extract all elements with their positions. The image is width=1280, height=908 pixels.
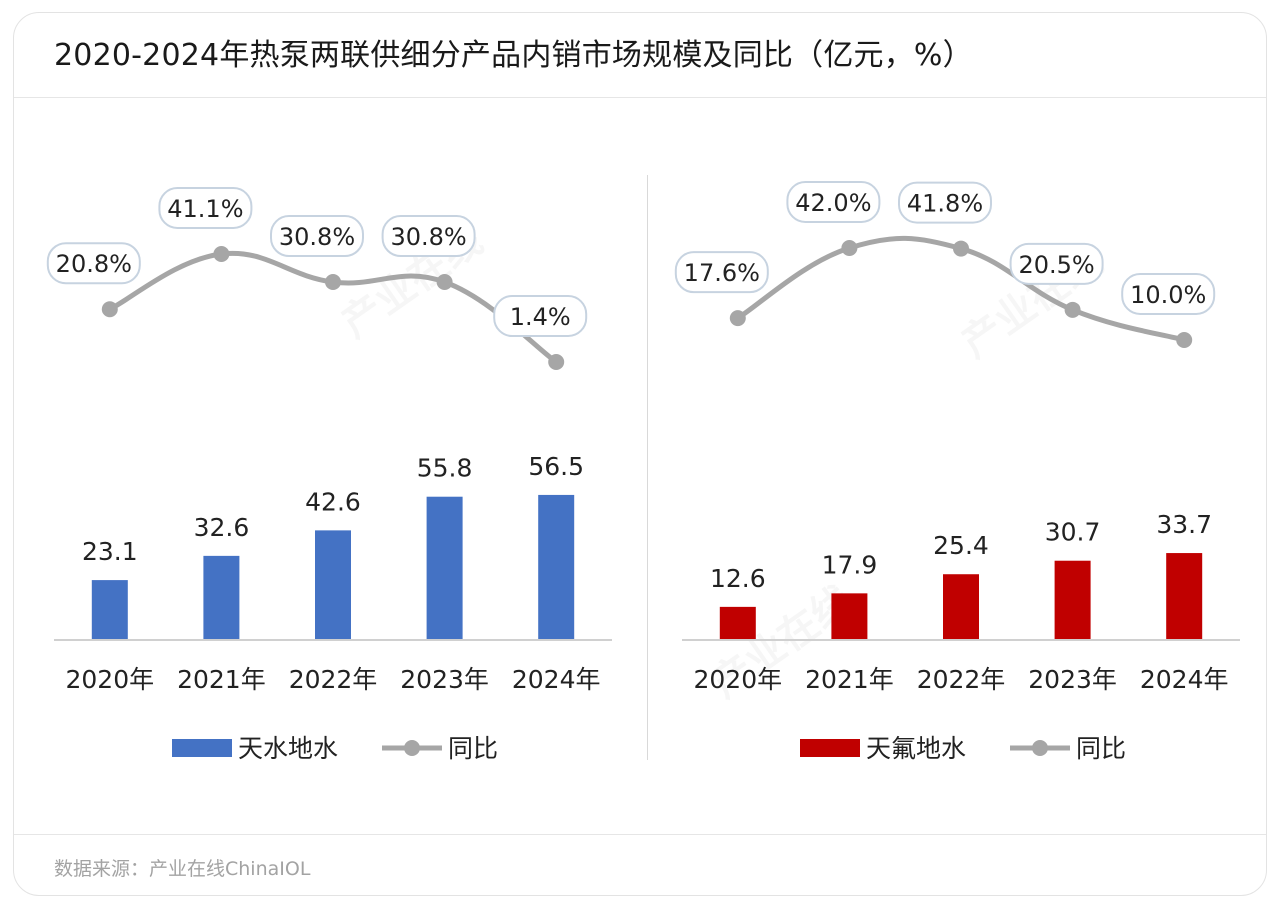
data-label-bubble — [158, 187, 253, 229]
line-value-label: 20.5% — [1018, 251, 1094, 279]
bar-value-label: 55.8 — [417, 454, 473, 483]
bar — [943, 574, 979, 639]
bar-value-label: 32.6 — [194, 513, 250, 542]
series-line — [107, 250, 559, 365]
data-label-bubble — [898, 181, 992, 224]
legend-swatch-bar — [172, 739, 232, 757]
line-value-label: 17.6% — [684, 259, 760, 287]
line-point — [1064, 301, 1081, 318]
line-value-label: 42.0% — [795, 189, 871, 217]
bar-value-label: 30.7 — [1045, 518, 1101, 547]
x-tick-label: 2023年 — [1028, 665, 1117, 694]
chart-panel-2: 12.6 2020年 17.9 2021年 25.4 2022年 30.7 2023年 33.7… — [674, 181, 1240, 763]
line-value-label: 20.8% — [56, 250, 132, 278]
title-divider — [14, 97, 1266, 98]
line-point — [1176, 332, 1193, 348]
line-point — [436, 274, 453, 291]
legend-label: 天氟地水 — [866, 734, 966, 763]
panel-divider — [647, 175, 648, 760]
line-point — [729, 310, 746, 327]
legend-label: 天水地水 — [238, 734, 338, 763]
x-tick-label: 2021年 — [177, 665, 266, 694]
line-value-label: 41.1% — [167, 195, 243, 223]
bar-value-label: 56.5 — [528, 452, 584, 481]
line-point — [213, 246, 230, 262]
data-label-bubble — [270, 215, 364, 258]
x-tick-label: 2024年 — [1140, 665, 1229, 694]
line-point — [548, 354, 565, 370]
data-label-bubble — [786, 181, 881, 223]
bar — [315, 530, 351, 639]
footer-divider — [14, 834, 1266, 835]
bar-value-label: 25.4 — [933, 531, 989, 560]
bar — [538, 494, 575, 639]
data-label-bubble — [493, 295, 588, 337]
bar-value-label: 12.6 — [710, 564, 766, 593]
line-value-label: 10.0% — [1130, 281, 1206, 309]
data-label-bubble — [1121, 273, 1216, 315]
x-tick-label: 2022年 — [917, 665, 1006, 694]
x-tick-label: 2024年 — [512, 665, 601, 694]
bar — [426, 496, 463, 639]
bar-value-label: 33.7 — [1156, 510, 1212, 539]
line-value-label: 30.8% — [390, 223, 466, 251]
x-tick-label: 2021年 — [805, 665, 894, 694]
data-label-bubble — [381, 215, 476, 258]
legend-label: 同比 — [448, 734, 498, 763]
bar-value-label: 42.6 — [305, 487, 361, 516]
line-point — [101, 301, 118, 318]
bar-value-label: 23.1 — [82, 537, 138, 566]
bar — [1054, 560, 1091, 639]
x-tick-label: 2020年 — [693, 665, 782, 694]
line-value-label: 30.8% — [279, 223, 355, 251]
bar — [831, 593, 868, 639]
data-label-bubble — [1009, 242, 1104, 285]
source-note: 数据来源：产业在线ChinaIOL — [54, 858, 311, 880]
line-value-label: 41.8% — [907, 190, 983, 218]
bar — [719, 606, 756, 639]
legend-label: 同比 — [1076, 734, 1126, 763]
x-tick-label: 2023年 — [400, 665, 489, 694]
data-label-bubble — [674, 251, 769, 294]
bar — [91, 580, 128, 639]
line-value-label: 1.4% — [510, 303, 571, 331]
bar — [203, 555, 240, 639]
chart-panel-1: 23.1 2020年 32.6 2021年 42.6 2022年 55.8 2023年 56.5… — [46, 187, 612, 763]
legend-swatch-marker — [1032, 740, 1048, 756]
legend-swatch-marker — [404, 740, 420, 756]
legend-swatch-bar — [800, 739, 860, 757]
data-label-bubble — [46, 242, 141, 285]
line-point — [841, 240, 858, 256]
bar — [1166, 553, 1203, 639]
x-tick-label: 2022年 — [289, 665, 378, 694]
page-title: 2020-2024年热泵两联供细分产品内销市场规模及同比（亿元，%） — [54, 38, 973, 73]
x-tick-label: 2020年 — [65, 665, 154, 694]
line-point — [325, 274, 341, 291]
line-point — [953, 240, 969, 257]
bar-value-label: 17.9 — [822, 550, 878, 579]
